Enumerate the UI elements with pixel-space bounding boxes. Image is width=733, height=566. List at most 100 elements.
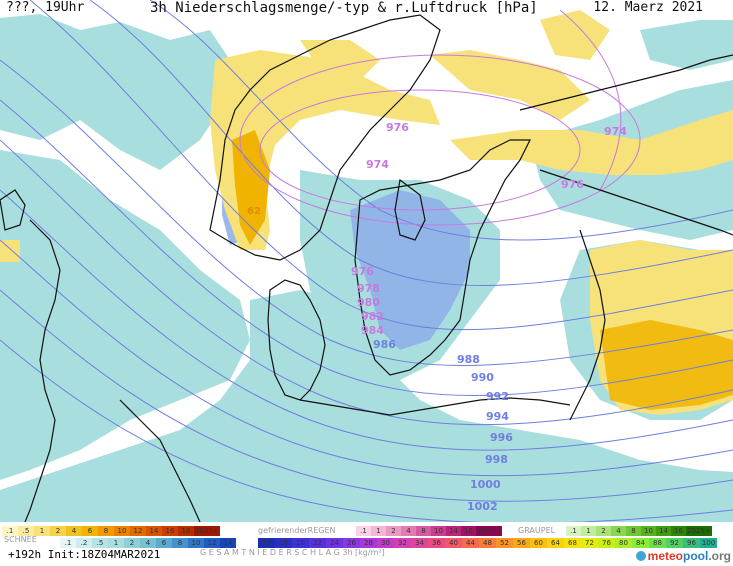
isobar-low	[259, 89, 581, 211]
legend-swatch: .5	[92, 538, 108, 548]
legend-swatch: 4	[66, 526, 82, 536]
legend-swatch: 6	[156, 538, 172, 548]
legend-swatch: .2	[76, 538, 92, 548]
legend-swatch: 18	[178, 526, 194, 536]
isobar	[0, 139, 733, 426]
legend-swatch: 36	[428, 538, 445, 548]
coastline-germany-poland	[299, 397, 571, 416]
legend-swatch: 8	[172, 538, 188, 548]
legend-swatch: .5	[18, 526, 34, 536]
isobar	[0, 239, 733, 477]
precip-max-label: 62	[247, 206, 261, 217]
legend-swatch: 2	[50, 526, 66, 536]
isobar	[29, 0, 733, 331]
legend-swatch: 1	[108, 538, 124, 548]
legend-rain-scale: .1.5 1 2 4 6 8 10 12 14 16 18 2025+	[2, 526, 220, 536]
legend-swatch: .1	[60, 538, 76, 548]
forecast-time: ???, 19Uhr	[6, 0, 85, 15]
isobar	[0, 99, 733, 396]
legend-swatch: 96	[683, 538, 700, 548]
isobar-label: 994	[486, 410, 509, 423]
legend-swatch: 2025+	[194, 526, 220, 536]
isobar-label: 976	[561, 178, 584, 191]
legend-snow-label: SCHNEE	[4, 535, 37, 544]
legend-swatch: 14	[446, 526, 461, 536]
legend-swatch: 12	[204, 538, 220, 548]
legend-total-scale: 16 18 20 22 24 26 28 30 32 34 36 40 44 48 52 56 60 64 68 72…	[258, 538, 717, 548]
coastline-britain	[24, 219, 61, 522]
legend-swatch: 2	[124, 538, 140, 548]
coastline-gotland	[394, 178, 426, 241]
isobar-labels: 976 974 974 976 976 978 980 982 984 986 …	[247, 121, 627, 513]
legend-swatch: 14	[220, 538, 236, 548]
legend-swatch: 10	[431, 526, 446, 536]
legend-swatch: 20	[292, 538, 309, 548]
isobar-label: 1002	[467, 500, 498, 513]
isobar-label: 978	[357, 282, 380, 295]
legend-swatch: 32	[394, 538, 411, 548]
legend-swatch: 10	[114, 526, 130, 536]
meteopool-logo[interactable]: meteopool.org	[635, 549, 731, 563]
coastline-sweden-east	[354, 139, 531, 376]
isobar-low	[559, 9, 622, 191]
legend-swatch: 2025+	[476, 526, 502, 536]
legend-swatch: 30	[377, 538, 394, 548]
legend-swatch: 68	[564, 538, 581, 548]
legend-swatch: 1	[371, 526, 386, 536]
legend-snow-scale: .1.2.5 1 2 4 6 8 10 12 14	[60, 538, 236, 548]
legend-swatch: 8	[626, 526, 641, 536]
legend-total-label: G E S A M T N I E D E R S C H L A G 3h […	[200, 548, 385, 557]
legend-swatch: 88	[649, 538, 666, 548]
isobar	[89, 0, 733, 286]
isobar-label: 976	[351, 265, 374, 278]
legend-swatch: 28	[360, 538, 377, 548]
rain-area-west-edge	[0, 240, 20, 262]
legend-graupel-label: GRAUPEL	[518, 526, 556, 535]
legend-swatch: 40	[445, 538, 462, 548]
isobar	[0, 189, 733, 451]
logo-icon	[635, 551, 646, 561]
coastline-baltics	[569, 229, 606, 421]
legend-freezing-scale: .1 1 2 4 8 10 14 16 2025+	[356, 526, 502, 536]
isobar	[0, 289, 733, 502]
legend-swatch: 56	[513, 538, 530, 548]
mixed-area-sweden-baltic	[350, 190, 470, 350]
legend-swatch: 6	[82, 526, 98, 536]
rain-area-baltics-heavy	[600, 320, 733, 410]
isobars	[0, 0, 733, 522]
rain-area-norway-heavy	[232, 130, 270, 245]
legend-swatch: 2	[596, 526, 611, 536]
legend-swatch: 16	[461, 526, 476, 536]
legend-swatch: 16	[258, 538, 275, 548]
legend-swatch: .1	[356, 526, 371, 536]
legend-swatch: 92	[666, 538, 683, 548]
isobar	[0, 339, 733, 522]
legend-swatch: 44	[462, 538, 479, 548]
isobar-label: 1000	[470, 478, 501, 491]
isobar	[0, 59, 733, 366]
coastline-denmark	[267, 279, 326, 401]
legend-swatch: 2	[386, 526, 401, 536]
legend-swatch: 52	[496, 538, 513, 548]
isobar-label: 998	[485, 453, 508, 466]
isobar-label: 980	[357, 296, 380, 309]
isobar-label: 992	[486, 390, 509, 403]
legend-swatch: 8	[98, 526, 114, 536]
map-title: 3h Niederschlagsmenge/-typ & r.Luftdruck…	[150, 0, 538, 16]
legend-swatch: 76	[598, 538, 615, 548]
snow-area-south	[0, 290, 733, 522]
isobar-label: 982	[361, 310, 384, 323]
coastline-netherlands	[119, 399, 201, 522]
isobar	[149, 0, 733, 241]
rain-area-norway	[210, 50, 440, 250]
legend-swatch: 4	[401, 526, 416, 536]
legend-swatch: 12	[130, 526, 146, 536]
coastline-scotland	[0, 189, 26, 231]
isobar-label: 990	[471, 371, 494, 384]
snow-area-north-sea	[0, 150, 250, 480]
logo-text-a: meteo	[647, 549, 683, 563]
isobar-low	[239, 54, 641, 226]
logo-text-b: pool	[683, 549, 709, 563]
legend-swatch: 1	[581, 526, 596, 536]
